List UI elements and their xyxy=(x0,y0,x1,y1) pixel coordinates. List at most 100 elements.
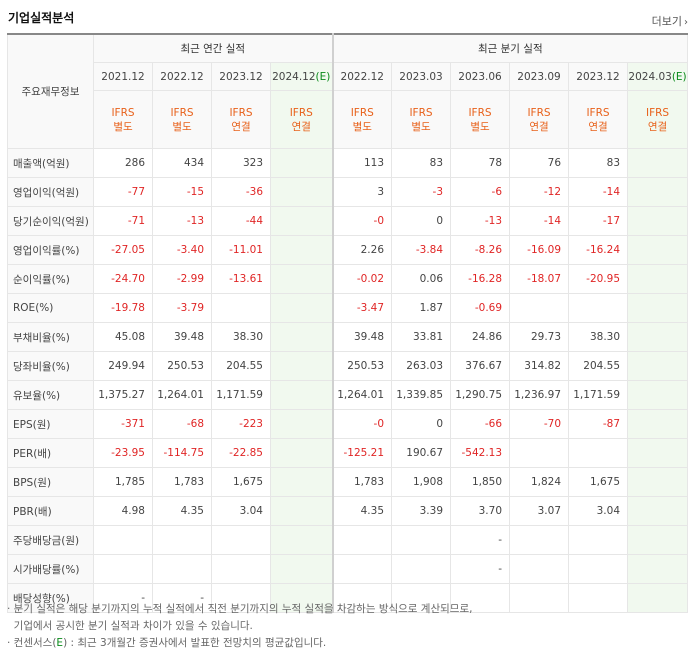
basis-header: IFRS 연결 xyxy=(211,90,271,149)
table-cell: -20.95 xyxy=(568,264,629,294)
basis-header: IFRS 별도 xyxy=(331,90,393,149)
section-title: 기업실적분석 xyxy=(8,11,75,25)
footnote-quarterly: · 분기 실적은 해당 분기까지의 누적 실적에서 직전 분기까지의 누적 실적… xyxy=(7,603,473,615)
table-cell xyxy=(627,380,689,410)
footnotes: · 분기 실적은 해당 분기까지의 누적 실적에서 직전 분기까지의 누적 실적… xyxy=(7,601,472,652)
table-cell xyxy=(627,293,689,323)
table-cell: - xyxy=(450,554,511,584)
table-cell: 4.35 xyxy=(331,496,393,526)
table-cell: -11.01 xyxy=(211,235,271,265)
table-row: 주당배당금(원) - xyxy=(7,525,689,555)
row-label: 영업이익률(%) xyxy=(7,235,94,265)
table-cell xyxy=(568,583,629,613)
annual-group-header: 최근 연간 실적 xyxy=(92,33,334,63)
table-cell: 1,339.85 xyxy=(391,380,452,410)
table-cell xyxy=(627,525,689,555)
table-cell: -24.70 xyxy=(93,264,153,294)
period-header-row: 2021.12 2022.12 2023.12 2024.12(E) 2022.12 20… xyxy=(8,62,689,91)
table-row: PER(배) -23.95 -114.75 -22.85 -125.21 190.67 -5… xyxy=(7,438,689,468)
table-cell xyxy=(269,496,334,526)
table-cell: 1,264.01 xyxy=(331,380,393,410)
table-cell: -14 xyxy=(568,177,629,207)
table-row: 시가배당률(%) - xyxy=(7,554,689,584)
period-header: 2023.06 xyxy=(450,62,511,91)
table-cell xyxy=(509,583,570,613)
table-row: 순이익률(%) -24.70 -2.99 -13.61 -0.02 0.06 -16.28-… xyxy=(7,264,689,294)
table-cell xyxy=(391,525,452,555)
table-cell xyxy=(568,554,629,584)
table-cell: -23.95 xyxy=(93,438,153,468)
table-cell: -13 xyxy=(450,206,511,236)
table-row: 배당성향(%) - - xyxy=(7,583,689,613)
table-cell: -0 xyxy=(331,206,393,236)
table-cell: 263.03 xyxy=(391,351,452,381)
table-cell xyxy=(269,467,334,497)
table-cell xyxy=(331,554,393,584)
table-cell: - xyxy=(93,583,153,613)
financial-table: 주요재무정보 최근 연간 실적 최근 분기 실적 2021.12 2022.12 2… xyxy=(7,33,689,613)
table-cell xyxy=(211,583,271,613)
row-label: 배당성향(%) xyxy=(7,583,94,613)
basis-header: IFRS 연결 xyxy=(269,90,334,149)
table-cell xyxy=(269,177,334,207)
table-cell: -0.02 xyxy=(331,264,393,294)
table-cell: 39.48 xyxy=(152,322,212,352)
row-label: EPS(원) xyxy=(7,409,94,439)
table-cell: - xyxy=(450,525,511,555)
table-cell: 3.70 xyxy=(450,496,511,526)
more-label[interactable]: 더보기 xyxy=(651,15,682,28)
row-label: 당기순이익(억원) xyxy=(7,206,94,236)
table-cell xyxy=(450,583,511,613)
table-cell xyxy=(627,351,689,381)
basis-header-row: IFRS 별도 IFRS 별도 IFRS 연결 IFRS 연결 IFRS 별도 IFRS 별도 IFRS… xyxy=(8,90,689,149)
table-cell: 1,783 xyxy=(152,467,212,497)
table-cell xyxy=(211,525,271,555)
row-label: 순이익률(%) xyxy=(7,264,94,294)
table-cell: -77 xyxy=(93,177,153,207)
table-cell: 76 xyxy=(509,148,570,178)
table-cell: 204.55 xyxy=(211,351,271,381)
period-header: 2022.12 xyxy=(331,62,393,91)
table-cell xyxy=(269,554,334,584)
row-label: PBR(배) xyxy=(7,496,94,526)
table-cell xyxy=(269,438,334,468)
table-cell: 3.07 xyxy=(509,496,570,526)
table-cell xyxy=(391,583,452,613)
table-cell xyxy=(269,148,334,178)
table-cell xyxy=(269,583,334,613)
table-cell: 1,171.59 xyxy=(211,380,271,410)
table-cell: -6 xyxy=(450,177,511,207)
more-link[interactable]: 더보기 › xyxy=(652,13,688,29)
row-label: BPS(원) xyxy=(7,467,94,497)
table-cell xyxy=(509,525,570,555)
table-cell: 1,264.01 xyxy=(152,380,212,410)
table-body: 매출액(억원) 286 434 323 113 83 78 76 83 영업이익(억원) -77 -1… xyxy=(7,148,689,613)
table-cell: 190.67 xyxy=(391,438,452,468)
table-cell xyxy=(568,525,629,555)
table-cell: 434 xyxy=(152,148,212,178)
table-cell: -542.13 xyxy=(450,438,511,468)
table-cell: 2.26 xyxy=(331,235,393,265)
table-cell: 1,785 xyxy=(93,467,153,497)
table-cell: 0 xyxy=(391,206,452,236)
table-row: BPS(원) 1,785 1,783 1,675 1,783 1,908 1,850 1,82… xyxy=(7,467,689,497)
basis-header: IFRS 별도 xyxy=(391,90,452,149)
table-cell: 1,675 xyxy=(568,467,629,497)
basis-header: IFRS 연결 xyxy=(509,90,570,149)
table-cell: 1,171.59 xyxy=(568,380,629,410)
table-cell: 314.82 xyxy=(509,351,570,381)
table-cell: -16.09 xyxy=(509,235,570,265)
corner-label: 주요재무정보 xyxy=(7,33,94,149)
table-cell xyxy=(509,438,570,468)
chevron-right-icon: › xyxy=(684,17,688,28)
table-cell xyxy=(269,351,334,381)
table-cell: -16.28 xyxy=(450,264,511,294)
table-cell: 39.48 xyxy=(331,322,393,352)
table-cell: 24.86 xyxy=(450,322,511,352)
table-cell: -22.85 xyxy=(211,438,271,468)
table-cell: 29.73 xyxy=(509,322,570,352)
table-cell xyxy=(627,264,689,294)
table-cell xyxy=(627,467,689,497)
table-cell xyxy=(627,206,689,236)
period-header: 2022.12 xyxy=(152,62,212,91)
